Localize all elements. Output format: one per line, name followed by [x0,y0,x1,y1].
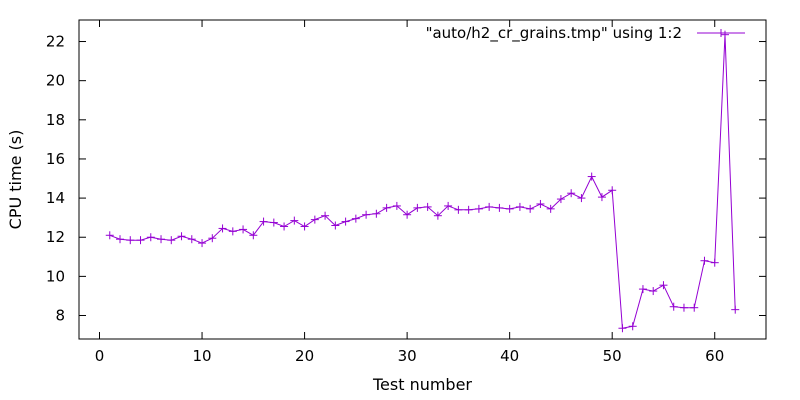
data-point [300,222,309,231]
data-point [177,232,186,241]
data-point [403,210,412,219]
data-point [351,214,360,223]
data-point [249,231,258,240]
data-point [638,285,647,294]
data-point [720,30,729,39]
data-point [454,205,463,214]
data-point [167,236,176,245]
data-point [208,234,217,243]
x-tick-label: 60 [705,347,724,365]
data-point [731,305,740,314]
data-point [362,210,371,219]
data-point [608,186,617,195]
data-point [136,236,145,245]
data-point [536,199,545,208]
data-point [526,204,535,213]
y-tick-label: 8 [55,307,65,325]
x-tick-label: 0 [95,347,105,365]
y-tick-label: 14 [46,189,65,207]
data-point [700,256,709,265]
y-tick-label: 10 [46,267,65,285]
data-point [105,231,114,240]
data-point [710,258,719,267]
data-point [474,204,483,213]
data-point [413,203,422,212]
data-point [690,303,699,312]
data-point [228,227,237,236]
legend-marker [717,29,725,37]
x-tick-labels: 0 10 20 30 40 50 60 [95,347,725,365]
y-tick-label: 16 [46,150,65,168]
data-point [341,217,350,226]
data-point [146,233,155,242]
data-point [218,224,227,233]
x-tick-label: 40 [500,347,519,365]
data-point [485,202,494,211]
plot-frame [78,19,767,340]
y-tick-labels: 8 10 12 14 16 18 20 22 [46,33,65,325]
data-point [515,202,524,211]
data-point [628,322,637,331]
legend-label: "auto/h2_cr_grains.tmp" using 1:2 [426,24,682,43]
data-point [597,193,606,202]
legend: "auto/h2_cr_grains.tmp" using 1:2 [426,24,745,43]
x-tick-label: 20 [295,347,314,365]
x-tick-label: 10 [192,347,211,365]
data-point [280,222,289,231]
y-tick-label: 12 [46,228,65,246]
data-point [556,195,565,204]
data-point [259,217,268,226]
data-point [290,216,299,225]
data-point [679,303,688,312]
data-point [669,302,678,311]
data-point [382,203,391,212]
data-point [505,204,514,213]
data-point [310,215,319,224]
y-tick-label: 20 [46,72,65,90]
data-point [433,211,442,220]
data-point [423,202,432,211]
data-point [546,204,555,213]
data-point [587,172,596,181]
data-point [464,205,473,214]
x-axis-title: Test number [372,375,472,394]
x-tick-label: 50 [603,347,622,365]
data-point [495,203,504,212]
series-group [105,30,740,333]
data-point [269,218,278,227]
data-point [392,201,401,210]
legend-plus-marker [717,29,725,37]
y-tick-label: 22 [46,33,65,51]
x-tick-label: 30 [398,347,417,365]
data-point [198,239,207,248]
data-point [116,235,125,244]
data-point [567,189,576,198]
data-point [321,211,330,220]
data-point [126,236,135,245]
data-point [659,281,668,290]
y-axis-title: CPU time (s) [6,130,25,230]
data-point [618,324,627,333]
data-point [577,194,586,203]
data-point [187,235,196,244]
data-point [239,225,248,234]
tick-marks [79,20,766,339]
y-tick-label: 18 [46,111,65,129]
data-point [331,221,340,230]
data-point [444,201,453,210]
series-markers [105,30,740,333]
data-point [157,235,166,244]
data-point [649,287,658,296]
data-point [372,209,381,218]
